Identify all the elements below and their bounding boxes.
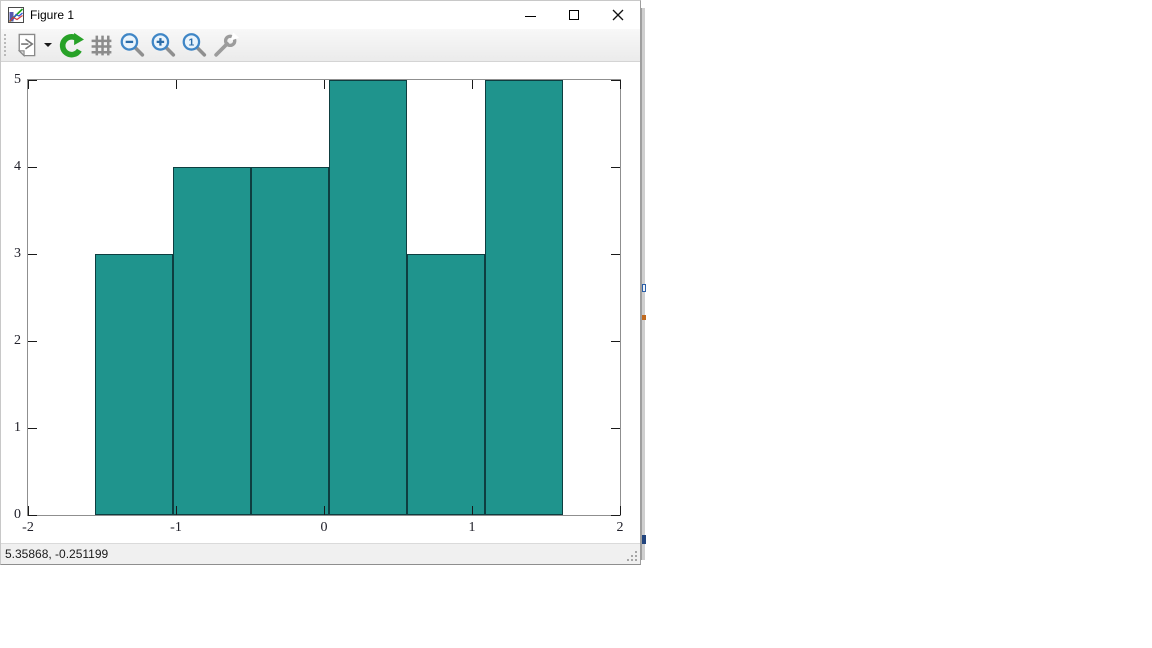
y-tick-label: 1 xyxy=(14,420,21,435)
close-icon xyxy=(612,9,624,21)
grid-button[interactable] xyxy=(86,30,116,60)
axis-tick xyxy=(611,167,620,168)
figure-window: Figure 1 xyxy=(0,0,641,565)
axis-tick xyxy=(324,506,325,515)
x-tick-label: 2 xyxy=(616,520,624,535)
axis-tick xyxy=(28,515,37,516)
axis-tick xyxy=(611,80,620,81)
histogram-bar xyxy=(485,80,564,515)
scrollbar-mark-blue xyxy=(642,284,646,292)
minimize-icon xyxy=(524,15,536,17)
axis-tick xyxy=(472,506,473,515)
resize-grip[interactable] xyxy=(626,550,637,561)
zoom-in-button[interactable] xyxy=(148,30,178,60)
export-button[interactable] xyxy=(10,30,40,60)
y-tick-label: 3 xyxy=(14,246,21,261)
y-tick-label: 0 xyxy=(14,507,21,522)
axis-tick xyxy=(176,80,177,89)
histogram-bar xyxy=(407,254,485,515)
axis-tick xyxy=(611,515,620,516)
y-tick-label: 4 xyxy=(14,159,21,174)
grid-icon xyxy=(91,35,111,55)
plot-canvas[interactable]: -2 -1 0 1 2 0 1 2 3 4 5 xyxy=(1,62,640,543)
histogram-bar xyxy=(172,167,252,515)
wrench-icon xyxy=(213,32,239,57)
svg-text:1: 1 xyxy=(189,38,195,49)
zoom-in-icon xyxy=(151,33,176,57)
figure-app-icon xyxy=(8,7,24,23)
window-title: Figure 1 xyxy=(30,8,75,22)
refresh-icon xyxy=(59,32,84,57)
axis-tick xyxy=(611,254,620,255)
background-scrollbar xyxy=(641,8,646,560)
window-controls xyxy=(508,1,640,29)
axis-tick xyxy=(611,428,620,429)
minimize-button[interactable] xyxy=(508,1,552,29)
maximize-button[interactable] xyxy=(552,1,596,29)
refresh-button[interactable] xyxy=(55,30,85,60)
histogram-bar xyxy=(251,167,330,515)
settings-button[interactable] xyxy=(210,30,240,60)
plot-frame: -2 -1 0 1 2 0 1 2 3 4 5 xyxy=(14,72,624,535)
x-tick-label: 1 xyxy=(468,520,476,535)
y-tick-label: 5 xyxy=(14,72,21,87)
axis-tick xyxy=(28,428,37,429)
zoom-out-button[interactable] xyxy=(117,30,147,60)
axis-tick xyxy=(28,80,29,89)
scrollbar-mark-navy xyxy=(642,535,646,544)
axis-tick xyxy=(28,80,37,81)
toolbar: 1 xyxy=(1,29,640,62)
grip-dot xyxy=(631,555,633,557)
x-tick-label: -2 xyxy=(22,520,34,535)
axis-tick xyxy=(620,506,621,515)
histogram-bar xyxy=(329,80,408,515)
grip-dot xyxy=(635,559,637,561)
histogram-bar xyxy=(94,254,173,515)
cursor-coordinates: 5.35868, -0.251199 xyxy=(5,547,109,561)
axis-tick xyxy=(620,80,621,89)
zoom-original-button[interactable]: 1 xyxy=(179,30,209,60)
grip-dot xyxy=(631,559,633,561)
axis-tick xyxy=(28,167,37,168)
axis-tick xyxy=(472,80,473,89)
zoom-out-icon xyxy=(120,33,145,57)
zoom-one-icon: 1 xyxy=(182,33,207,57)
axis-tick xyxy=(324,80,325,89)
grip-dot xyxy=(635,551,637,553)
axis-tick xyxy=(28,254,37,255)
status-bar: 5.35868, -0.251199 xyxy=(1,543,640,564)
export-dropdown-button[interactable] xyxy=(41,30,54,60)
grip-dot xyxy=(627,559,629,561)
axis-tick xyxy=(28,506,29,515)
grip-dot xyxy=(635,555,637,557)
x-tick-label: 0 xyxy=(320,520,328,535)
scrollbar-mark-orange xyxy=(642,315,646,320)
axis-tick xyxy=(28,341,37,342)
export-icon xyxy=(17,33,35,57)
x-tick-label: -1 xyxy=(170,520,182,535)
y-tick-label: 2 xyxy=(14,333,21,348)
close-button[interactable] xyxy=(596,1,640,29)
axis-tick xyxy=(176,506,177,515)
axis-tick xyxy=(611,341,620,342)
maximize-icon xyxy=(569,10,579,20)
title-bar[interactable]: Figure 1 xyxy=(1,1,640,29)
toolbar-gripper[interactable] xyxy=(4,34,6,58)
chevron-down-icon xyxy=(43,43,52,47)
